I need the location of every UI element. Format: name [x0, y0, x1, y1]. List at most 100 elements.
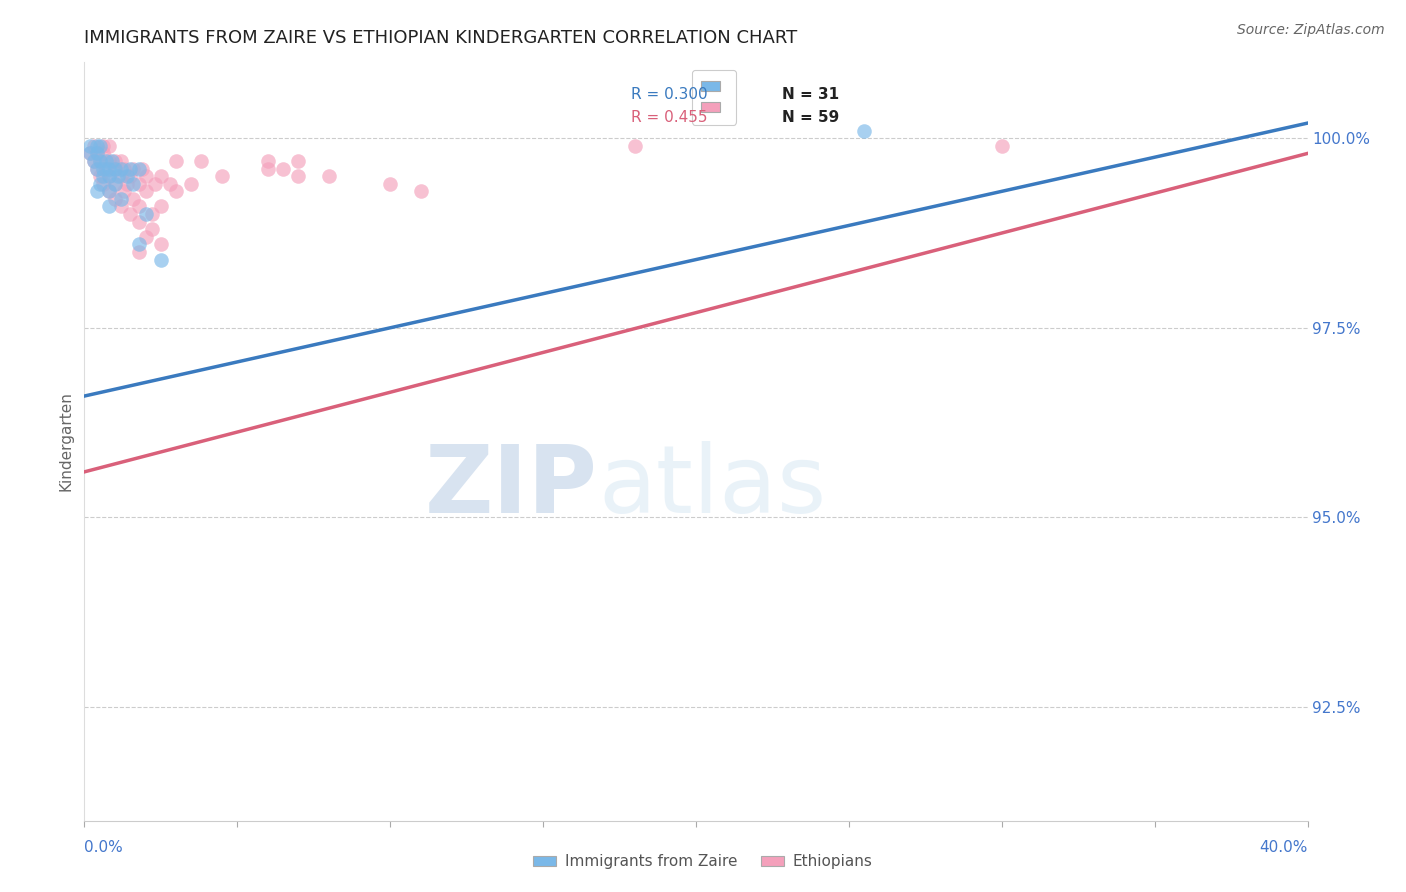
- Text: N = 31: N = 31: [782, 87, 839, 102]
- Point: [122, 192, 145, 206]
- Point: [149, 169, 172, 184]
- Point: [271, 161, 294, 176]
- Point: [318, 169, 340, 184]
- Point: [110, 161, 132, 176]
- Point: [79, 146, 101, 161]
- Point: [104, 192, 127, 206]
- Y-axis label: Kindergarten: Kindergarten: [58, 392, 73, 491]
- Point: [190, 154, 212, 169]
- Point: [409, 184, 432, 198]
- Point: [110, 154, 132, 169]
- Point: [79, 139, 101, 153]
- Point: [211, 169, 233, 184]
- Point: [120, 207, 142, 221]
- Point: [165, 154, 187, 169]
- Point: [91, 146, 114, 161]
- Point: [128, 245, 150, 260]
- Text: Source: ZipAtlas.com: Source: ZipAtlas.com: [1237, 23, 1385, 37]
- Point: [115, 177, 138, 191]
- Point: [141, 222, 163, 236]
- Point: [97, 184, 120, 198]
- Point: [257, 161, 280, 176]
- Text: ZIP: ZIP: [425, 441, 598, 533]
- Point: [86, 161, 108, 176]
- Point: [135, 184, 157, 198]
- Point: [86, 146, 108, 161]
- Point: [122, 177, 145, 191]
- Point: [86, 139, 108, 153]
- Point: [128, 177, 150, 191]
- Point: [97, 139, 120, 153]
- Point: [89, 154, 111, 169]
- Point: [149, 200, 172, 214]
- Point: [287, 154, 309, 169]
- Point: [86, 146, 108, 161]
- Point: [143, 177, 166, 191]
- Text: 40.0%: 40.0%: [1260, 839, 1308, 855]
- Point: [991, 139, 1014, 153]
- Point: [83, 154, 105, 169]
- Point: [104, 154, 127, 169]
- Point: [91, 139, 114, 153]
- Point: [86, 161, 108, 176]
- Point: [101, 154, 124, 169]
- Point: [97, 154, 120, 169]
- Point: [287, 169, 309, 184]
- Point: [149, 252, 172, 267]
- Point: [89, 139, 111, 153]
- Text: atlas: atlas: [598, 441, 827, 533]
- Point: [380, 177, 402, 191]
- Point: [112, 184, 135, 198]
- Point: [120, 169, 142, 184]
- Legend: , : ,: [692, 70, 737, 125]
- Point: [131, 161, 153, 176]
- Point: [79, 146, 101, 161]
- Point: [83, 154, 105, 169]
- Point: [86, 184, 108, 198]
- Point: [91, 161, 114, 176]
- Point: [110, 169, 132, 184]
- Point: [110, 200, 132, 214]
- Point: [89, 177, 111, 191]
- Point: [94, 154, 117, 169]
- Point: [128, 200, 150, 214]
- Text: R = 0.300: R = 0.300: [631, 87, 707, 102]
- Text: 0.0%: 0.0%: [84, 839, 124, 855]
- Point: [180, 177, 202, 191]
- Point: [104, 177, 127, 191]
- Point: [122, 161, 145, 176]
- Point: [107, 169, 129, 184]
- Point: [112, 161, 135, 176]
- Point: [135, 230, 157, 244]
- Point: [135, 207, 157, 221]
- Point: [91, 177, 114, 191]
- Point: [141, 207, 163, 221]
- Point: [128, 161, 150, 176]
- Point: [115, 169, 138, 184]
- Point: [159, 177, 181, 191]
- Text: R = 0.455: R = 0.455: [631, 110, 707, 125]
- Point: [624, 139, 647, 153]
- Point: [97, 200, 120, 214]
- Point: [104, 177, 127, 191]
- Point: [128, 215, 150, 229]
- Point: [97, 161, 120, 176]
- Point: [83, 139, 105, 153]
- Point: [97, 169, 120, 184]
- Point: [257, 154, 280, 169]
- Point: [89, 154, 111, 169]
- Point: [149, 237, 172, 252]
- Text: IMMIGRANTS FROM ZAIRE VS ETHIOPIAN KINDERGARTEN CORRELATION CHART: IMMIGRANTS FROM ZAIRE VS ETHIOPIAN KINDE…: [84, 29, 797, 47]
- Point: [97, 169, 120, 184]
- Point: [120, 161, 142, 176]
- Point: [97, 184, 120, 198]
- Point: [89, 169, 111, 184]
- Point: [104, 161, 127, 176]
- Point: [853, 124, 876, 138]
- Point: [94, 161, 117, 176]
- Point: [91, 169, 114, 184]
- Point: [110, 192, 132, 206]
- Point: [128, 237, 150, 252]
- Point: [104, 161, 127, 176]
- Point: [135, 169, 157, 184]
